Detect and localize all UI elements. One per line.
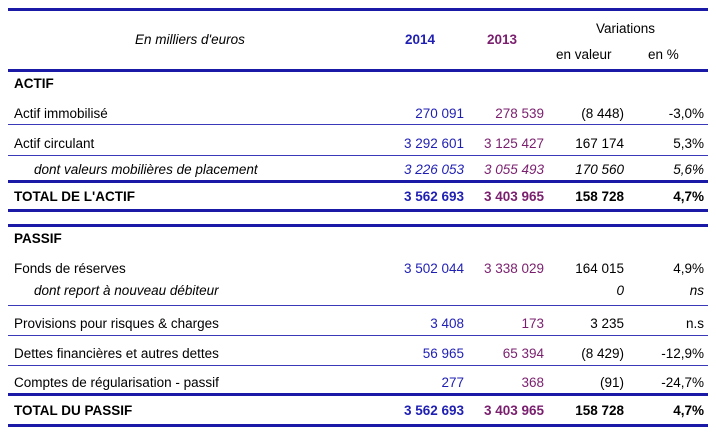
cell-2013: 3 055 493 (484, 162, 544, 177)
row-divider (8, 365, 708, 366)
cell-2013: 173 (521, 316, 544, 331)
total-rule-bottom (8, 209, 708, 212)
cell-2014: 270 091 (415, 106, 464, 121)
cell-2014: 3 502 044 (404, 261, 464, 276)
row-divider (8, 305, 708, 306)
total-variation-valeur: 158 728 (575, 403, 624, 418)
row-divider (8, 155, 708, 156)
cell-variation-pct: 4,9% (673, 261, 704, 276)
cell-variation-valeur: 0 (616, 283, 624, 298)
total-2013: 3 403 965 (484, 403, 544, 418)
total-variation-pct: 4,7% (673, 189, 704, 204)
total-2014: 3 562 693 (404, 403, 464, 418)
cell-variation-valeur: (8 448) (581, 106, 624, 121)
row-label: Fonds de réserves (14, 261, 126, 276)
cell-variation-pct: ns (690, 283, 704, 298)
total-variation-pct: 4,7% (673, 403, 704, 418)
cell-variation-valeur: 170 560 (575, 162, 624, 177)
cell-2013: 3 338 029 (484, 261, 544, 276)
total-variation-valeur: 158 728 (575, 189, 624, 204)
cell-variation-pct: 5,6% (673, 162, 704, 177)
row-label: Dettes financières et autres dettes (14, 346, 219, 361)
header-en-valeur: en valeur (556, 47, 612, 62)
top-rule (8, 8, 708, 11)
bottom-rule (8, 424, 708, 427)
total-2014: 3 562 693 (404, 189, 464, 204)
cell-variation-valeur: (91) (600, 375, 624, 390)
cell-variation-valeur: 167 174 (575, 136, 624, 151)
row-divider (8, 335, 708, 336)
total-label: TOTAL DU PASSIF (14, 403, 132, 418)
header-en-pct: en % (648, 47, 679, 62)
cell-2013: 3 125 427 (484, 136, 544, 151)
cell-2014: 3 408 (430, 316, 464, 331)
cell-2013: 368 (521, 375, 544, 390)
cell-2013: 65 394 (503, 346, 544, 361)
total-rule-top (8, 180, 708, 183)
cell-2013: 278 539 (495, 106, 544, 121)
total-label: TOTAL DE L'ACTIF (14, 189, 135, 204)
cell-variation-pct: 5,3% (673, 136, 704, 151)
cell-variation-valeur: 164 015 (575, 261, 624, 276)
row-label: Actif circulant (14, 136, 94, 151)
cell-variation-valeur: 3 235 (590, 316, 624, 331)
row-label: Actif immobilisé (14, 106, 108, 121)
cell-2014: 3 292 601 (404, 136, 464, 151)
cell-variation-pct: n.s (686, 316, 704, 331)
cell-variation-pct: -24,7% (661, 375, 704, 390)
cell-variation-pct: -3,0% (669, 106, 704, 121)
total-rule-top (8, 393, 708, 396)
cell-2014: 277 (441, 375, 464, 390)
total-2013: 3 403 965 (484, 189, 544, 204)
row-label: Provisions pour risques & charges (14, 316, 219, 331)
cell-variation-valeur: (8 429) (581, 346, 624, 361)
row-divider (8, 124, 708, 125)
cell-variation-pct: -12,9% (661, 346, 704, 361)
row-label: Comptes de régularisation - passif (14, 375, 219, 390)
header-year-2013: 2013 (487, 32, 517, 47)
unit-label: En milliers d'euros (135, 32, 245, 47)
header-rule (8, 69, 708, 72)
header-variations: Variations (596, 21, 655, 36)
passif-rule-top (8, 224, 708, 227)
header-year-2014: 2014 (405, 32, 435, 47)
section-title-passif: PASSIF (14, 231, 62, 246)
row-label: dont valeurs mobilières de placement (34, 162, 258, 177)
section-title-actif: ACTIF (14, 76, 54, 91)
cell-2014: 56 965 (423, 346, 464, 361)
cell-2014: 3 226 053 (404, 162, 464, 177)
row-label: dont report à nouveau débiteur (34, 283, 219, 298)
